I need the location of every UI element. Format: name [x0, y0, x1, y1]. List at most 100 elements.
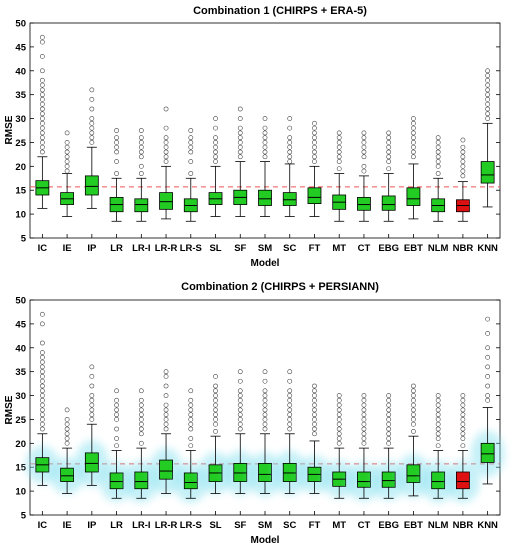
outlier-point: [287, 388, 293, 394]
box-iqr: [258, 462, 272, 482]
outlier-point: [312, 397, 317, 403]
outlier-point: [312, 388, 317, 394]
outlier-point: [485, 364, 491, 370]
box-ebg: [371, 393, 406, 501]
outlier-point: [89, 407, 95, 413]
chart-2-xtick-label: EBT: [404, 520, 423, 531]
box-iqr: [84, 175, 99, 196]
outlier-point: [89, 364, 95, 370]
outlier-point: [485, 106, 491, 112]
outlier-point: [138, 426, 144, 432]
outlier-point: [460, 173, 466, 179]
outlier-point: [138, 397, 144, 403]
outlier-point: [237, 393, 243, 398]
outlier-point: [485, 354, 491, 360]
outlier-point: [361, 426, 367, 432]
chart-2-ytick-label: 15: [15, 463, 26, 474]
outlier-point: [361, 431, 367, 437]
outlier-point: [435, 436, 441, 441]
chart-2-xtick-label: SL: [209, 520, 221, 531]
outlier-point: [188, 443, 194, 449]
outlier-point: [89, 97, 95, 102]
outlier-point: [39, 407, 45, 413]
chart-1-xtick-label: EBT: [404, 243, 423, 254]
outlier-point: [188, 402, 194, 408]
outlier-point: [361, 402, 367, 408]
box-ebt: [406, 116, 421, 220]
outlier-point: [460, 168, 466, 174]
outlier-point: [411, 393, 416, 398]
outlier-point: [485, 397, 491, 403]
outlier-point: [138, 407, 144, 413]
box-iqr: [406, 464, 421, 483]
outlier-point: [262, 125, 268, 131]
outlier-point: [386, 135, 392, 141]
outlier-point: [336, 407, 342, 413]
outlier-point: [336, 130, 342, 136]
outlier-point: [435, 407, 441, 413]
outlier-point: [435, 163, 441, 169]
chart-2-xtick-label: LR: [110, 520, 123, 531]
chart-2-ytick-label: 10: [15, 487, 26, 498]
outlier-point: [163, 402, 169, 408]
chart-1-xtick-label: LR: [110, 243, 123, 254]
outlier-point: [39, 106, 45, 112]
outlier-point: [213, 428, 218, 434]
outlier-point: [386, 166, 392, 172]
box-iqr: [258, 189, 272, 206]
outlier-point: [460, 417, 466, 422]
outlier-point: [188, 135, 194, 141]
outlier-point: [411, 397, 416, 403]
outlier-point: [287, 140, 293, 145]
box-iqr: [480, 442, 495, 463]
outlier-point: [287, 417, 293, 422]
outlier-point: [188, 421, 194, 427]
outlier-point: [39, 397, 45, 403]
outlier-point: [188, 128, 194, 133]
chart-1-ytick-label: 25: [15, 138, 26, 149]
outlier-point: [262, 407, 268, 413]
box-ft: [307, 120, 322, 217]
outlier-point: [312, 125, 317, 131]
outlier-point: [336, 135, 342, 141]
outlier-point: [64, 168, 70, 174]
chart-2-xtick-label: SM: [258, 520, 272, 531]
outlier-point: [460, 402, 466, 408]
chart-2-xtick-label: LR-S: [180, 520, 202, 531]
outlier-point: [460, 159, 466, 164]
chart-1-xtick-label: EBG: [378, 243, 399, 254]
outlier-point: [361, 397, 367, 403]
outlier-point: [287, 393, 293, 398]
outlier-point: [386, 426, 392, 432]
chart-1-plot-area: 5 10 15 20 25 30 35 40 45 50 IC IE IP LR LR-I LR-R LR-S S…: [15, 19, 500, 254]
outlier-point: [361, 393, 367, 398]
chart-1-ytick-label: 5: [21, 234, 27, 245]
outlier-point: [213, 374, 218, 379]
outlier-point: [435, 135, 441, 141]
outlier-point: [64, 163, 70, 169]
chart-1-xtick-label: LR-I: [132, 243, 150, 254]
outlier-point: [237, 421, 243, 427]
outlier-point: [411, 144, 416, 150]
outlier-point: [89, 135, 95, 141]
box-iqr: [357, 471, 371, 488]
outlier-point: [213, 407, 218, 413]
outlier-point: [361, 154, 367, 160]
outlier-point: [411, 140, 416, 145]
outlier-point: [138, 421, 144, 427]
outlier-point: [336, 397, 342, 403]
box-sc: [272, 369, 307, 496]
outlier-point: [188, 149, 194, 155]
outlier-point: [237, 125, 243, 131]
outlier-point: [262, 393, 268, 398]
outlier-point: [138, 154, 144, 160]
chart-2-xtick-label: FT: [309, 520, 321, 531]
outlier-point: [386, 407, 392, 413]
outlier-point: [435, 159, 441, 164]
outlier-point: [361, 163, 367, 169]
outlier-point: [237, 130, 243, 136]
outlier-point: [287, 397, 293, 403]
outlier-point: [213, 140, 218, 145]
chart-1-xtick-label: IE: [63, 243, 72, 254]
outlier-point: [114, 144, 119, 150]
